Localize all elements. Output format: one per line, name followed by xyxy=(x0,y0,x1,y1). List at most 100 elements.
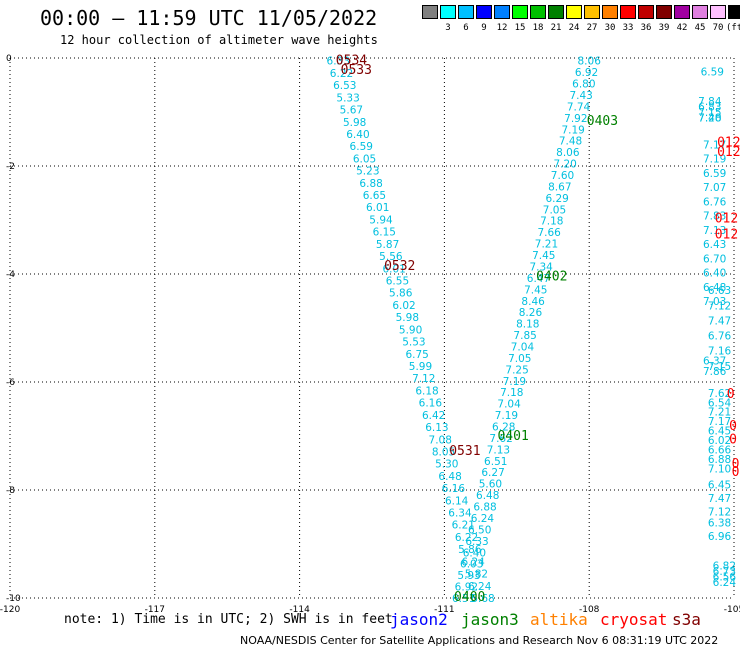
wave-height-value: 6.33 xyxy=(465,536,488,548)
wave-height-value: 7.40 xyxy=(698,112,721,124)
wave-height-value: 7.43 xyxy=(569,90,592,102)
wave-height-value: 6.51 xyxy=(452,593,475,605)
wave-height-value: 6.54 xyxy=(708,397,732,409)
wave-height-value: 5.30 xyxy=(435,459,458,471)
wave-height-value: 6.88 xyxy=(708,454,731,466)
color-swatch xyxy=(692,5,708,19)
wave-height-value: 7.12 xyxy=(412,373,435,385)
color-scale-label: 9 xyxy=(481,23,487,33)
wave-height-value: 6.96 xyxy=(708,531,732,543)
pass-time-label: 0401 xyxy=(497,429,528,444)
pass-time-label: 0534 xyxy=(336,54,367,69)
satellite-legend-s3a: s3a xyxy=(672,610,701,629)
wave-height-value: 6.92 xyxy=(575,67,598,79)
color-swatch xyxy=(566,5,582,19)
wave-height-value: 7.19 xyxy=(561,124,584,136)
pass-time-label: 0 xyxy=(729,419,737,434)
wave-height-value: 6.43 xyxy=(703,239,726,251)
x-tick-label: -108 xyxy=(579,605,600,615)
color-swatch xyxy=(512,5,528,19)
wave-height-value: 6.76 xyxy=(703,196,727,208)
wave-height-value: 5.67 xyxy=(340,105,363,117)
wave-height-value: 7.10 xyxy=(708,463,731,475)
color-swatch xyxy=(638,5,654,19)
wave-height-value: 5.68 xyxy=(471,593,494,605)
wave-height-value: 7.04 xyxy=(511,341,535,353)
wave-height-value: 7.85 xyxy=(513,330,536,342)
color-swatch xyxy=(656,5,672,19)
x-tick-label: -120 xyxy=(0,605,20,615)
wave-height-value: 6.40 xyxy=(346,129,369,141)
wave-height-value: 7.13 xyxy=(487,444,510,456)
color-scale-label: 45 xyxy=(694,23,706,33)
wave-height-value: 6.75 xyxy=(405,349,428,361)
wave-height-value: 7.19 xyxy=(495,410,518,422)
pass-time-label: 0 xyxy=(727,387,735,402)
wave-height-value: 5.93 xyxy=(457,570,480,582)
color-swatch xyxy=(710,5,726,19)
wave-height-value: 7.03 xyxy=(703,296,726,308)
wave-height-value: 7.15 xyxy=(698,107,721,119)
wave-height-value: 7.13 xyxy=(703,225,726,237)
y-tick-label: 0 xyxy=(6,54,12,64)
satellite-legend-cryosat: cryosat xyxy=(600,610,668,629)
pass-time-label: 0533 xyxy=(341,63,372,78)
color-scale-label: 70 xyxy=(712,23,724,33)
y-tick-label: -10 xyxy=(6,594,21,604)
wave-height-value: 5.87 xyxy=(376,239,399,251)
wave-height-value: 6.48 xyxy=(438,471,461,483)
wave-height-value: 6.14 xyxy=(445,495,469,507)
wave-height-value: 7.15 xyxy=(708,361,731,373)
wave-height-value: 7.12 xyxy=(708,507,731,519)
wave-height-value: 6.70 xyxy=(703,253,726,265)
pass-time-label: 0121 xyxy=(717,145,740,160)
satellite-legend-jason2: jason2 xyxy=(390,610,448,629)
wave-height-value: 7.74 xyxy=(567,101,591,113)
wave-height-value: 7.45 xyxy=(532,250,555,262)
x-tick-label: -114 xyxy=(289,605,310,615)
pass-time-label: 0 xyxy=(732,457,740,472)
wave-height-value: 7.47 xyxy=(708,315,731,327)
wave-height-value: 7.17 xyxy=(708,416,731,428)
pass-time-label: 0 xyxy=(729,433,737,448)
wave-height-value: 5.23 xyxy=(356,166,379,178)
wave-height-value: 7.92 xyxy=(564,113,587,125)
wave-height-value: 6.02 xyxy=(392,300,415,312)
wave-height-value: 6.83 xyxy=(698,102,721,114)
wave-height-value: 7.83 xyxy=(703,211,726,223)
wave-height-value: 6.03 xyxy=(460,559,483,571)
page-subtitle: 12 hour collection of altimeter wave hei… xyxy=(60,33,378,47)
wave-height-value: 6.48 xyxy=(476,490,499,502)
color-swatch xyxy=(728,5,740,19)
wave-height-value: 6.50 xyxy=(468,524,491,536)
wave-height-value: 6.29 xyxy=(545,193,568,205)
wave-height-value: 6.53 xyxy=(333,80,356,92)
wave-height-value: 7.21 xyxy=(708,407,731,419)
wave-height-value: 7.12 xyxy=(708,300,731,312)
wave-height-value: 6.01 xyxy=(382,263,405,275)
wave-height-value: 7.48 xyxy=(559,136,582,148)
credit-line: NOAA/NESDIS Center for Satellite Applica… xyxy=(240,634,719,647)
wave-height-value: 6.59 xyxy=(701,67,724,79)
color-swatch xyxy=(548,5,564,19)
wave-height-value: 6.18 xyxy=(415,385,438,397)
wave-height-value: 6.33 xyxy=(327,56,350,68)
wave-height-value: 6.22 xyxy=(455,532,478,544)
color-swatch xyxy=(584,5,600,19)
wave-height-value: 6.16 xyxy=(442,483,466,495)
wave-height-value: 6.34 xyxy=(448,508,472,520)
wave-height-value: 6.59 xyxy=(350,141,373,153)
wave-height-value: 8.18 xyxy=(516,319,539,331)
color-swatch xyxy=(458,5,474,19)
pass-time-label: 0400 xyxy=(454,590,485,605)
wave-height-value: 6.82 xyxy=(713,561,736,573)
wave-height-value: 6.24 xyxy=(468,581,492,593)
wave-height-value: 5.90 xyxy=(399,324,422,336)
wave-height-value: 7.04 xyxy=(497,399,521,411)
wave-height-value: 6.45 xyxy=(708,426,731,438)
wave-height-value: 7.17 xyxy=(703,139,726,151)
color-swatch xyxy=(620,5,636,19)
wave-height-value: 7.45 xyxy=(524,284,547,296)
wave-height-value: 6.15 xyxy=(373,227,396,239)
